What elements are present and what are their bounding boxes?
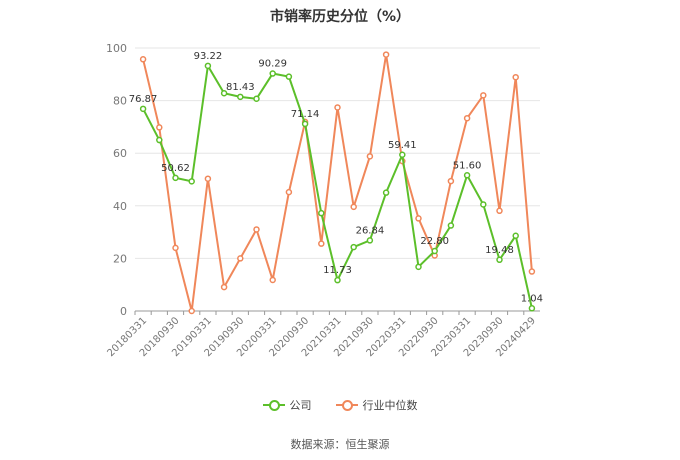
point-1-13 <box>350 203 357 211</box>
point-1-11 <box>318 240 325 247</box>
data-label-0-22: 19.48 <box>485 245 514 256</box>
point-1-4 <box>204 175 212 182</box>
y-tick-label-0: 0 <box>120 305 127 318</box>
point-0-6 <box>237 93 244 101</box>
point-0-19 <box>447 222 455 229</box>
point-1-12 <box>334 104 341 111</box>
data-source: 数据来源：恒生聚源 <box>290 438 390 451</box>
point-0-8 <box>269 70 276 77</box>
data-label-0-0: 76.87 <box>129 94 158 105</box>
point-0-7 <box>253 95 260 103</box>
legend-swatch-industry-median <box>335 399 358 411</box>
legend-item-industry-median[interactable]: 行业中位数 <box>335 397 418 413</box>
point-1-22 <box>496 207 503 215</box>
point-0-16 <box>399 151 406 159</box>
point-0-4 <box>204 62 212 70</box>
point-0-15 <box>382 189 390 196</box>
point-1-21 <box>480 92 487 99</box>
point-0-21 <box>480 201 487 208</box>
y-tick-label-40: 40 <box>113 200 127 213</box>
data-label-0-6: 81.43 <box>226 82 255 93</box>
point-0-0 <box>139 105 147 113</box>
point-1-23 <box>512 73 519 81</box>
data-label-0-16: 59.41 <box>388 140 417 151</box>
point-0-23 <box>512 232 519 240</box>
point-1-2 <box>172 244 179 252</box>
point-0-14 <box>366 237 374 244</box>
point-0-12 <box>334 276 341 284</box>
legend-item-company[interactable]: 公司 <box>262 397 312 413</box>
legend-label-industry-median: 行业中位数 <box>362 399 418 412</box>
chart-title: 市销率历史分位（%） <box>269 9 411 25</box>
point-0-20 <box>463 172 471 179</box>
point-0-11 <box>318 209 325 217</box>
data-label-0-14: 26.84 <box>356 225 385 236</box>
point-0-13 <box>350 243 357 251</box>
data-label-0-18: 22.80 <box>420 236 449 247</box>
point-0-17 <box>415 263 422 271</box>
data-label-0-10: 71.14 <box>291 109 320 120</box>
data-label-0-12: 11.73 <box>323 265 352 276</box>
data-label-0-8: 90.29 <box>258 59 287 70</box>
point-1-7 <box>253 226 260 233</box>
y-tick-label-60: 60 <box>113 147 127 160</box>
legend-swatch-company <box>262 399 285 411</box>
point-1-6 <box>237 255 244 262</box>
legend: 公司 行业中位数 <box>0 397 680 413</box>
point-1-20 <box>463 114 471 122</box>
point-1-8 <box>269 276 276 284</box>
point-1-24 <box>528 268 536 275</box>
data-label-0-4: 93.22 <box>194 51 223 62</box>
point-1-17 <box>415 215 422 222</box>
y-tick-label-20: 20 <box>113 252 127 265</box>
point-1-19 <box>447 177 455 185</box>
point-0-1 <box>156 136 163 144</box>
point-1-15 <box>382 51 390 58</box>
point-0-2 <box>172 174 179 182</box>
data-label-0-2: 50.62 <box>161 163 190 174</box>
point-1-1 <box>156 124 163 131</box>
point-1-0 <box>139 56 147 63</box>
point-0-3 <box>188 178 195 185</box>
point-0-10 <box>301 120 309 128</box>
data-label-0-20: 51.60 <box>453 160 482 171</box>
y-tick-label-80: 80 <box>113 95 127 108</box>
point-0-18 <box>431 247 438 255</box>
point-0-5 <box>220 89 228 97</box>
y-tick-label-100: 100 <box>106 42 127 55</box>
point-1-14 <box>366 153 374 160</box>
point-1-3 <box>188 307 195 315</box>
data-label-0-24: 1.04 <box>521 293 543 304</box>
line-chart: 0204060801002018033120180930201903312019… <box>105 42 543 359</box>
legend-label-company: 公司 <box>289 399 312 412</box>
point-0-24 <box>528 305 536 312</box>
point-1-5 <box>220 283 228 291</box>
point-0-9 <box>285 73 293 80</box>
point-1-9 <box>285 188 293 196</box>
point-0-22 <box>496 256 503 264</box>
